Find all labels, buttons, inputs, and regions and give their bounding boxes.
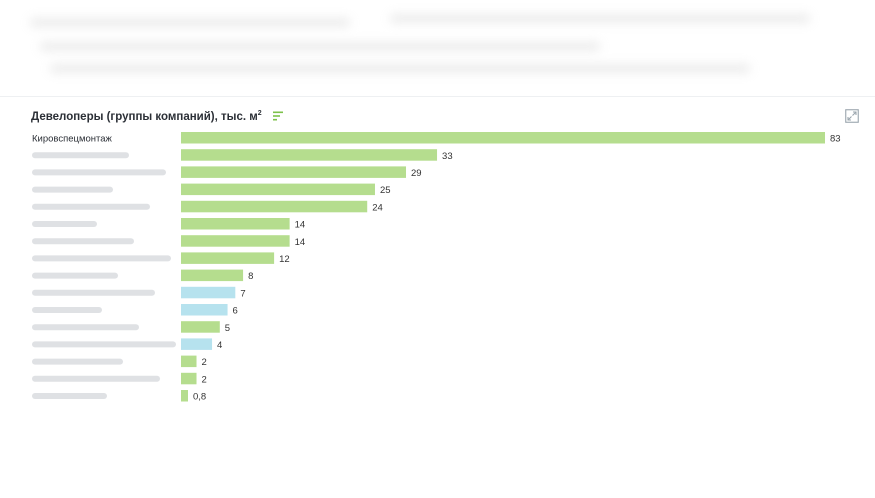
bar[interactable] bbox=[181, 355, 197, 368]
bar[interactable] bbox=[181, 132, 825, 144]
category-label-blurred bbox=[32, 186, 113, 193]
bar[interactable] bbox=[181, 390, 188, 402]
bar[interactable] bbox=[181, 183, 375, 196]
bar[interactable] bbox=[181, 338, 213, 350]
bar-value-label: 2 bbox=[202, 357, 207, 368]
bar[interactable] bbox=[181, 149, 438, 161]
bar-value-label: 14 bbox=[295, 237, 306, 248]
category-label-blurred bbox=[32, 221, 97, 227]
bar-value-label: 2 bbox=[202, 374, 207, 385]
expand-icon[interactable] bbox=[845, 109, 859, 123]
bar[interactable] bbox=[181, 166, 407, 178]
bar-value-label: 33 bbox=[442, 151, 453, 162]
bar-value-label: 24 bbox=[372, 202, 383, 213]
bar-value-label: 29 bbox=[411, 168, 422, 179]
category-label-blurred bbox=[32, 358, 123, 365]
bar[interactable] bbox=[181, 372, 197, 385]
category-label-blurred bbox=[32, 324, 139, 331]
bar[interactable] bbox=[181, 218, 290, 230]
blurred-header-area bbox=[30, 12, 830, 82]
category-label-blurred bbox=[32, 238, 134, 245]
bar-value-label: 4 bbox=[217, 340, 222, 351]
section-divider bbox=[0, 96, 875, 97]
category-label: Кировспецмонтаж bbox=[32, 134, 113, 145]
bar[interactable] bbox=[181, 252, 275, 264]
bar-value-label: 83 bbox=[830, 134, 841, 145]
bar[interactable] bbox=[181, 304, 228, 316]
category-label-blurred bbox=[32, 341, 176, 348]
category-label-blurred bbox=[32, 307, 102, 313]
bar[interactable] bbox=[181, 235, 290, 247]
category-label-blurred bbox=[32, 393, 107, 399]
category-label-blurred bbox=[32, 375, 160, 382]
bar-value-label: 12 bbox=[279, 254, 290, 265]
bar-value-label: 5 bbox=[225, 323, 230, 334]
chart-header: Девелоперы (группы компаний), тыс. м2 bbox=[31, 110, 284, 123]
sort-bars-icon[interactable] bbox=[272, 110, 284, 122]
bar[interactable] bbox=[181, 286, 236, 299]
chart-title: Девелоперы (группы компаний), тыс. м2 bbox=[31, 110, 262, 123]
category-label-blurred bbox=[32, 289, 155, 296]
bar-value-label: 7 bbox=[240, 288, 245, 299]
bar-value-label: 14 bbox=[295, 220, 306, 231]
bar-value-label: 25 bbox=[380, 185, 391, 196]
category-label-blurred bbox=[32, 203, 150, 210]
bar[interactable] bbox=[181, 200, 368, 213]
bar-value-label: 0,8 bbox=[193, 392, 206, 403]
bar[interactable] bbox=[181, 269, 244, 282]
category-label-blurred bbox=[32, 169, 166, 176]
bar[interactable] bbox=[181, 321, 220, 333]
category-label-blurred bbox=[32, 152, 129, 159]
category-label-blurred bbox=[32, 272, 118, 279]
category-label-blurred bbox=[32, 255, 171, 262]
bar-value-label: 8 bbox=[248, 271, 253, 282]
bar-value-label: 6 bbox=[233, 306, 238, 317]
